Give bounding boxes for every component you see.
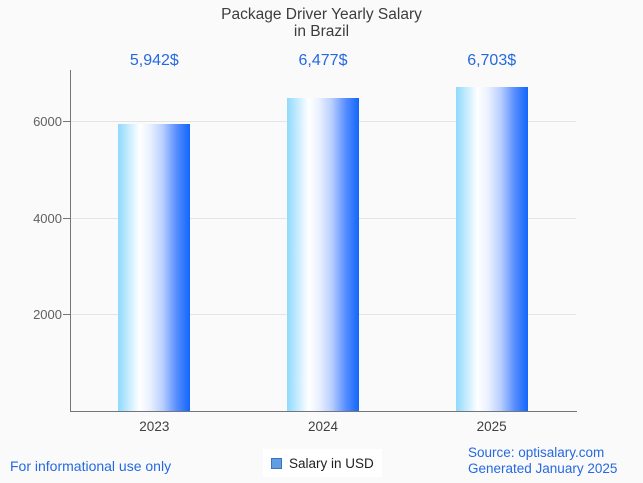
x-axis-line <box>70 411 577 412</box>
x-axis-tick-label: 2023 <box>139 419 170 434</box>
y-axis-tick-label: 4000 <box>33 210 62 226</box>
disclaimer-text: For informational use only <box>10 458 172 474</box>
legend-swatch-icon <box>271 457 282 469</box>
y-axis-tick-label: 6000 <box>33 113 62 129</box>
y-axis-tick <box>63 120 71 122</box>
source-line[interactable]: Source: optisalary.com <box>468 445 605 460</box>
chart-title-line1: Package Driver Yearly Salary <box>221 6 422 23</box>
bar-2025 <box>455 86 528 411</box>
bar-value-label: 6,477$ <box>298 52 348 69</box>
generated-line: Generated January 2025 <box>468 460 618 476</box>
source-attribution[interactable]: Source: optisalary.com Generated January… <box>468 445 617 476</box>
x-axis-tick-label: 2024 <box>307 419 339 434</box>
y-axis-tick <box>63 217 71 219</box>
y-axis-line <box>70 70 71 412</box>
chart-title-line2: in Brazil <box>293 23 350 40</box>
y-axis-tick-label: 2000 <box>33 307 62 323</box>
bar-2024 <box>287 97 359 411</box>
legend-item: Salary in USD <box>263 449 382 477</box>
legend-label: Salary in USD <box>289 455 374 471</box>
bar-value-label: 5,942$ <box>129 52 179 69</box>
bar-value-label: 6,703$ <box>467 52 517 69</box>
y-axis-tick <box>63 314 71 316</box>
x-axis-tick-label: 2025 <box>476 419 507 434</box>
bar-2023 <box>118 123 191 411</box>
chart-title: Package Driver Yearly Salary in Brazil <box>0 6 643 40</box>
